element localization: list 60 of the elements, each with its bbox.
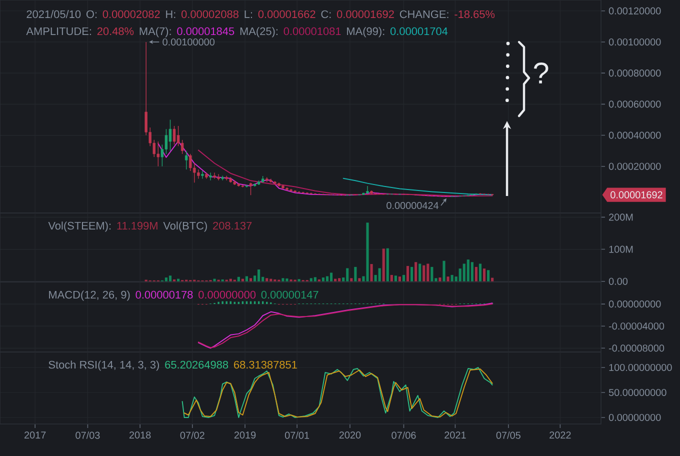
annotation: MA(25): <box>240 27 278 38</box>
x-tick-label: 2019 <box>234 432 256 439</box>
annotation: 68.31387851 <box>234 360 297 369</box>
y-tick-label: 200M <box>609 214 633 221</box>
annotation: 0.00000178 <box>136 290 193 299</box>
y-tick-label: -0.00008000 <box>608 344 664 352</box>
annotation: AMPLITUDE: <box>26 27 91 36</box>
y-tick-label: 0.00080000 <box>608 70 661 77</box>
x-tick-label: 07/06 <box>392 432 416 439</box>
annotation: 0.00001662 <box>258 10 316 18</box>
y-tick-label: 100.00000000 <box>609 364 672 372</box>
annotation: ? <box>534 62 548 84</box>
annotation: CHANGE: <box>400 10 448 18</box>
annotation: 0.00001692 <box>336 10 394 18</box>
y-tick-label: 0.00020000 <box>608 162 661 170</box>
annotation: 0.00000000 <box>198 290 256 299</box>
x-tick-label: 2020 <box>339 432 361 439</box>
annotation: 0.00002088 <box>181 10 238 18</box>
y-tick-label: 0.00040000 <box>608 132 661 139</box>
y-tick-label: 0.00000000 <box>608 414 661 422</box>
y-tick-label: 0.00 <box>608 278 628 285</box>
y-tick-label: 0.00120000 <box>608 7 661 14</box>
annotation: H: <box>166 10 176 18</box>
annotation: 0.00002082 <box>102 10 160 18</box>
x-tick-label: 07/03 <box>76 432 100 439</box>
annotation: 0.00001845 <box>177 27 234 36</box>
annotation: 0.00000424 <box>386 202 439 210</box>
annotation: L: <box>244 10 252 18</box>
y-tick-label: 50.00000000 <box>608 388 666 396</box>
x-tick-label: 2022 <box>550 432 571 439</box>
text: 2021/05/10 <box>26 10 81 18</box>
text: MACD(12, 26, 9) <box>49 290 130 301</box>
text: 0.00001692 <box>610 191 662 198</box>
annotation: 20.48% <box>97 27 134 36</box>
y-tick-label: -0.00004000 <box>608 322 664 330</box>
annotation: 0.00000147 <box>261 290 318 299</box>
x-tick-label: 07/02 <box>180 432 204 439</box>
annotation: 0.00001081 <box>284 27 341 36</box>
x-tick-label: 07/05 <box>496 432 520 439</box>
y-tick-label: 100M <box>609 246 633 253</box>
annotation: 11.199M <box>117 222 158 230</box>
annotation: MA(7): <box>140 27 171 38</box>
x-tick-label: 2018 <box>129 432 151 439</box>
y-tick-label: 0.00100000 <box>608 38 661 46</box>
annotation: MA(99): <box>347 27 384 38</box>
y-tick-label: 0.00000000 <box>608 300 661 308</box>
annotation: 0.00100000 <box>162 38 215 46</box>
annotation: O: <box>86 10 97 18</box>
annotation: 65.20264988 <box>165 360 228 369</box>
annotation: C: <box>321 10 331 18</box>
x-tick-label: 07/01 <box>284 432 310 439</box>
annotation: 208.137 <box>213 222 252 230</box>
annotation: 0.00001704 <box>390 27 448 36</box>
text: Stoch RSI(14, 14, 3, 3) <box>48 360 159 371</box>
annotation: Vol(BTC) <box>163 222 207 232</box>
x-tick-label: 2021 <box>444 432 466 439</box>
y-tick-label: 0.00060000 <box>608 100 661 108</box>
x-tick-label: 2017 <box>24 432 46 439</box>
annotation: -18.65% <box>454 10 495 18</box>
text: Vol(STEEM): <box>48 222 111 232</box>
